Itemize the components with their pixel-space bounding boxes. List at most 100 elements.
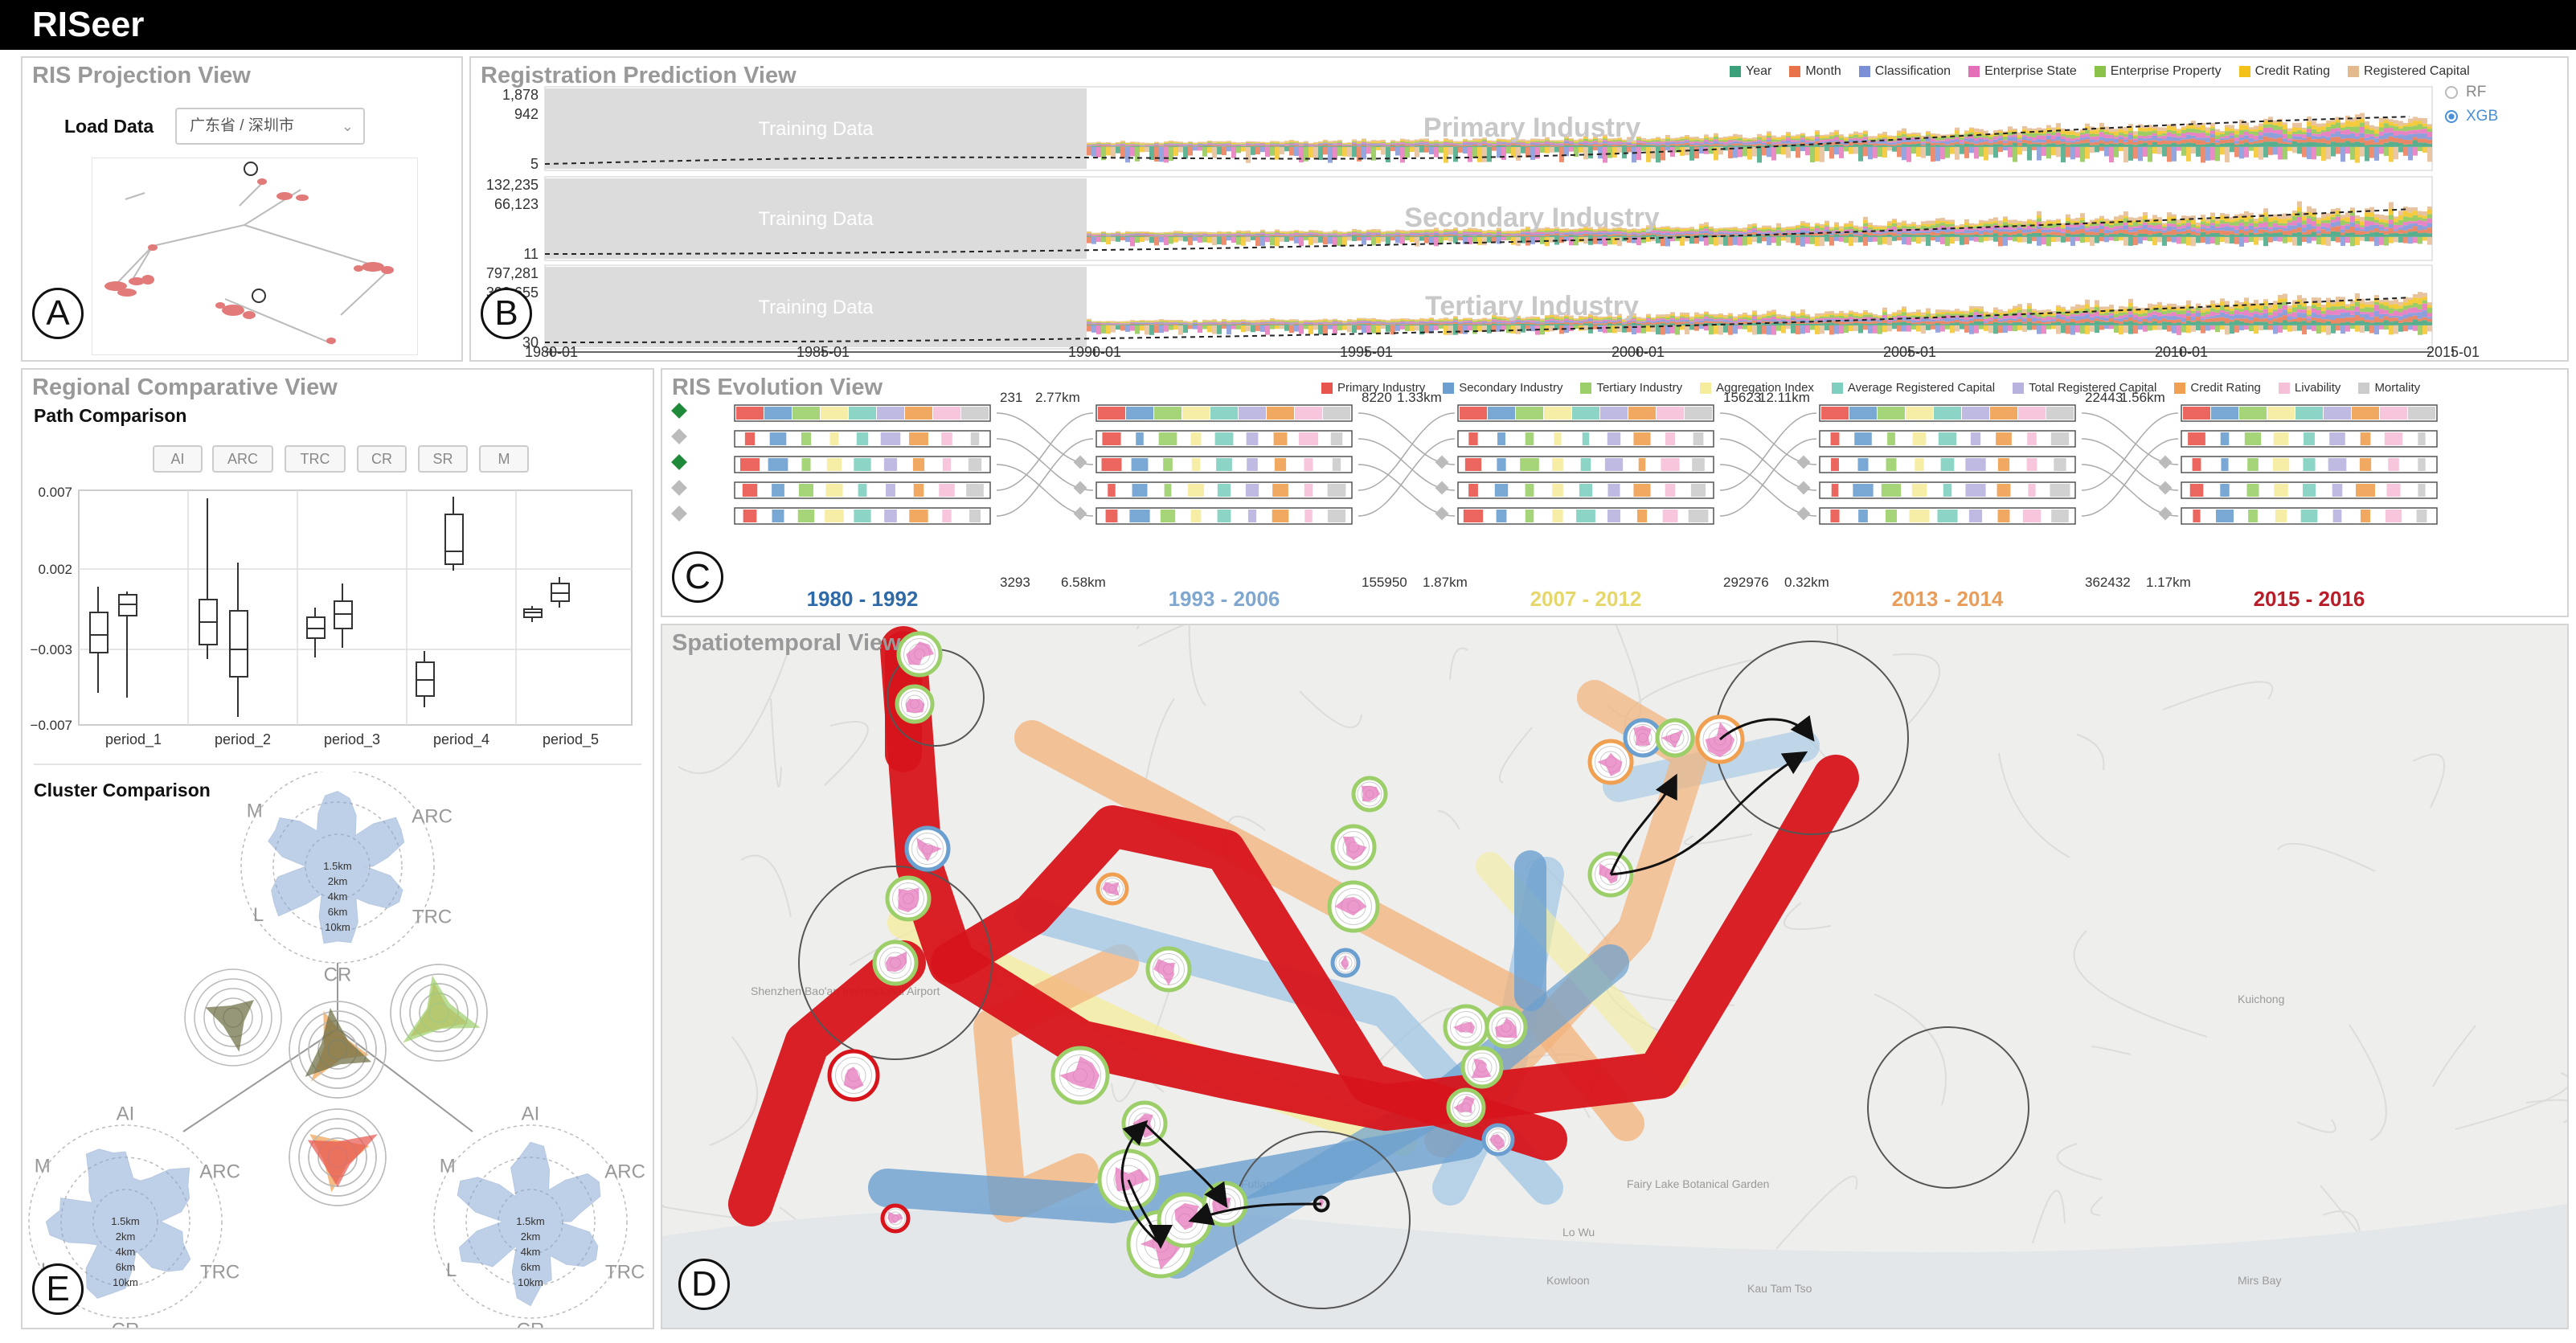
prediction-bar — [2374, 219, 2379, 223]
prediction-bar — [2215, 228, 2220, 231]
prediction-bar — [1280, 325, 1284, 326]
prediction-bar — [1178, 146, 1183, 153]
prediction-bar — [2292, 220, 2297, 226]
prediction-bar — [1743, 146, 1747, 157]
prediction-bar — [1193, 236, 1198, 241]
prediction-bar — [2181, 234, 2186, 237]
prediction-bar — [2244, 236, 2249, 244]
prediction-bar — [1477, 145, 1482, 147]
load-data-select[interactable]: 广东省 / 深圳市 ⌄ — [175, 108, 365, 145]
prediction-bar — [1545, 139, 1550, 141]
radio-icon[interactable] — [2445, 86, 2458, 99]
prediction-bar — [2070, 131, 2075, 135]
prediction-bar — [2283, 231, 2287, 235]
prediction-bar — [1892, 145, 1897, 147]
prediction-bar — [1902, 223, 1906, 226]
prediction-bar — [2268, 141, 2273, 147]
prediction-bar — [1371, 229, 1376, 231]
prediction-bar — [2191, 215, 2196, 220]
prediction-bar — [2278, 223, 2283, 226]
prediction-bar — [1535, 141, 1540, 144]
model-option-rf[interactable]: RF — [2445, 84, 2498, 101]
prediction-bar — [1588, 138, 1593, 140]
prediction-bar — [1767, 228, 1771, 231]
prediction-bar — [1839, 144, 1844, 145]
prediction-bar — [1202, 322, 1207, 324]
prediction-bar — [1979, 225, 1984, 227]
prediction-bar — [2379, 227, 2384, 231]
prediction-bar — [2336, 142, 2341, 147]
prediction-bar — [1096, 146, 1101, 158]
prediction-bar — [1241, 142, 1246, 144]
prediction-bar — [1853, 141, 1858, 145]
prediction-bar — [2398, 121, 2403, 126]
prediction-bar — [1651, 142, 1656, 145]
prediction-bar — [2167, 221, 2172, 224]
prediction-bar — [2133, 231, 2138, 235]
prediction-bar — [1988, 219, 1993, 223]
prediction-bar — [1154, 233, 1159, 235]
prediction-bar — [2398, 236, 2403, 243]
prediction-bar — [2312, 121, 2316, 125]
prediction-bar — [2191, 219, 2196, 225]
prediction-bar — [1863, 236, 1868, 246]
prediction-bar — [1878, 227, 1882, 229]
prediction-bar — [2394, 130, 2398, 136]
prediction-bar — [1530, 235, 1535, 237]
prediction-bar — [1251, 145, 1255, 146]
model-option-xgb[interactable]: XGB — [2445, 108, 2498, 125]
prediction-bar — [1810, 137, 1815, 140]
prediction-bar — [1284, 142, 1289, 144]
prediction-bar — [1231, 323, 1236, 324]
prediction-bar — [2369, 128, 2374, 130]
prediction-bar — [1217, 325, 1222, 326]
prediction-bar — [1386, 146, 1390, 162]
prediction-bar — [1849, 220, 1853, 224]
prediction-bar — [2027, 136, 2032, 139]
prediction-bar — [2312, 221, 2316, 227]
prediction-bar — [1998, 140, 2003, 145]
prediction-bar — [1733, 236, 1738, 245]
prediction-bar — [1164, 325, 1169, 326]
prediction-bar — [2413, 231, 2418, 237]
prediction-bar — [1526, 142, 1530, 144]
prediction-bar — [1593, 229, 1598, 231]
prediction-bar — [1627, 141, 1632, 143]
prediction-bar — [1675, 141, 1680, 143]
prediction-bar — [1501, 234, 1506, 235]
prediction-bar — [1988, 146, 1993, 155]
prediction-bar — [1159, 144, 1164, 145]
prediction-bar — [1178, 319, 1183, 321]
prediction-bar — [2017, 142, 2022, 146]
prediction-bar — [1791, 235, 1796, 237]
prediction-bar — [2128, 236, 2133, 246]
prediction-bar — [1747, 224, 1752, 227]
prediction-bar — [1198, 235, 1202, 236]
prediction-bar — [1275, 146, 1280, 160]
prediction-bar — [1371, 231, 1376, 233]
prediction-bar — [1839, 231, 1844, 234]
prediction-bar — [1096, 235, 1101, 237]
prediction-bar — [1863, 219, 1868, 223]
prediction-bar — [1328, 324, 1333, 325]
prediction-bar — [1564, 230, 1569, 232]
prediction-bar — [1429, 146, 1434, 154]
prediction-bar — [1145, 146, 1149, 153]
prediction-bar — [1140, 236, 1145, 243]
prediction-bar — [1236, 236, 1241, 245]
prediction-bar — [1183, 231, 1188, 233]
prediction-bar — [2201, 221, 2205, 225]
prediction-bar — [1280, 319, 1284, 321]
prediction-bar — [1386, 146, 1390, 147]
prediction-bar — [1723, 137, 1728, 138]
prediction-bar — [2109, 224, 2114, 228]
prediction-bar — [2427, 227, 2432, 234]
projection-scatter[interactable] — [92, 158, 418, 355]
prediction-bar — [1120, 325, 1125, 331]
radio-selected-icon[interactable] — [2445, 110, 2458, 123]
prediction-bar — [2408, 118, 2413, 123]
model-selector[interactable]: RF XGB — [2445, 84, 2498, 125]
prediction-bar — [1145, 321, 1149, 323]
prediction-bar — [1212, 143, 1217, 145]
